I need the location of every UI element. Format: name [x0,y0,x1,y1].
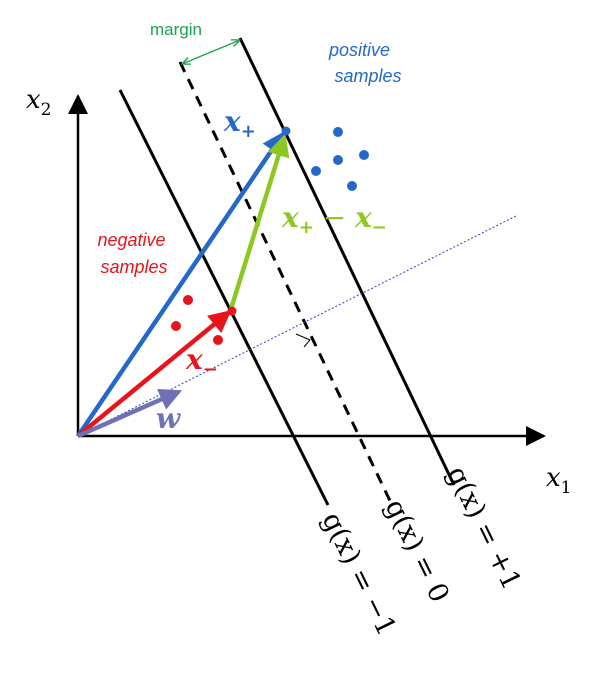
difference-minus: − [314,201,355,234]
difference-subscript2: − [372,217,387,238]
x-minus-point [227,306,237,316]
w-label: w [156,402,181,435]
label-g-plus-1: g(x) = +1 [441,461,527,594]
x-minus-subscript: − [203,359,218,380]
positive-label-line2: samples [334,66,401,86]
x-plus-label: x+ [223,105,256,142]
margin-arrow [182,40,240,64]
positive-samples [311,127,369,191]
y-axis-subscript: 2 [41,100,52,120]
negative-samples [171,295,223,345]
positive-sample-dot [359,150,369,160]
x-plus-subscript: + [241,121,256,142]
positive-sample-dot [311,166,321,176]
difference-x2: x [354,201,372,234]
y-axis-label: x2 [26,85,52,120]
positive-sample-dot [333,155,343,165]
label-g-zero: g(x) = 0 [379,494,455,607]
x-axis-label: x1 [546,463,572,498]
vector-difference [228,133,290,310]
x-axis-subscript: 1 [561,478,572,498]
right-angle-mark [295,333,311,348]
positive-sample-dot [333,127,343,137]
vector-x-minus [76,310,232,438]
x-plus-point [281,126,291,136]
vector-w [77,388,183,439]
positive-sample-dot [347,181,357,191]
difference-subscript1: + [299,217,314,238]
negative-sample-dot [183,295,193,305]
x-plus-text: x [223,105,241,138]
line-g-minus-1 [118,89,330,506]
positive-label-line1: positive [328,40,390,60]
negative-sample-dot [171,321,181,331]
margin-label: margin [150,20,202,39]
difference-label: x+ − x− [281,201,387,238]
negative-label-line1: negative [97,230,165,250]
positive-samples-label: positive samples [328,40,402,86]
difference-x1: x [281,201,299,234]
line-g-plus-1 [238,37,456,486]
x-minus-label: x− [185,343,218,380]
line-g-zero [178,61,394,506]
normal-direction-line [77,215,517,437]
negative-samples-label: negative samples [97,230,170,277]
negative-sample-dot [213,335,223,345]
x-minus-text: x [185,343,203,376]
negative-label-line2: samples [100,257,167,277]
vector-x-plus [76,131,285,438]
